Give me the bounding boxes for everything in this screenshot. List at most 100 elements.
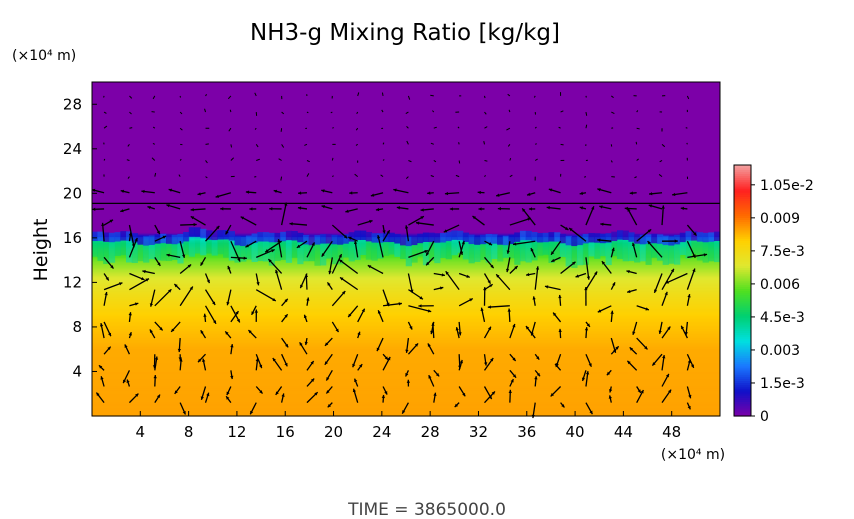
colorbar-swatch <box>734 234 751 237</box>
wind-vector <box>149 289 156 307</box>
wind-vector <box>407 95 411 100</box>
wind-vector <box>174 386 181 395</box>
wind-vector <box>306 242 316 258</box>
wind-vector <box>480 307 486 323</box>
wind-vector <box>458 241 464 255</box>
x-tick-label: 4 <box>136 423 146 441</box>
field-band <box>92 403 720 406</box>
turbulence-cell <box>228 240 235 261</box>
turbulence-cell <box>451 239 458 256</box>
wind-vector <box>254 127 257 130</box>
colorbar-swatch <box>734 246 751 250</box>
turbulence-cell <box>594 233 601 243</box>
wind-vector <box>484 126 488 129</box>
wind-vector <box>204 273 211 284</box>
field-band <box>92 289 720 292</box>
colorbar-swatch <box>734 388 751 392</box>
field-band <box>92 150 720 153</box>
field-band <box>92 378 720 381</box>
wind-vector <box>120 189 130 194</box>
wind-vector <box>230 370 234 380</box>
field-band <box>92 197 720 200</box>
colorbar-swatch <box>734 261 751 264</box>
wind-vector <box>306 297 310 306</box>
colorbar-swatch <box>734 173 751 177</box>
field-band <box>92 340 720 343</box>
turbulence-cell <box>571 236 578 247</box>
colorbar-swatch <box>734 177 751 181</box>
turbulence-cell <box>360 240 367 256</box>
turbulence-cell <box>565 245 572 267</box>
wind-vector <box>122 370 131 384</box>
turbulence-cell <box>457 230 464 241</box>
field-band <box>92 95 720 98</box>
field-band <box>92 146 720 149</box>
colorbar-swatch <box>734 342 751 346</box>
wind-vector <box>202 358 207 371</box>
wind-vector <box>321 240 333 258</box>
colorbar: 0 1.5e-3 0.003 4.5e-3 0.006 7.5e-3 0.009 1.05e-… <box>733 164 814 425</box>
field-band <box>92 200 720 203</box>
wind-vector <box>495 192 511 197</box>
x-tick-label: 20 <box>324 423 343 441</box>
wind-vector <box>353 240 359 258</box>
wind-vector <box>509 157 512 161</box>
wind-vector <box>687 253 708 258</box>
wind-vector <box>433 272 446 277</box>
field-band <box>92 402 720 405</box>
wind-vector <box>585 371 590 387</box>
turbulence-cell <box>714 241 721 263</box>
wind-vector <box>534 376 538 387</box>
wind-vector <box>484 160 488 162</box>
plot-frame <box>91 81 721 417</box>
colorbar-swatch <box>734 250 751 254</box>
wind-vector <box>560 261 576 275</box>
turbulence-cell <box>479 244 487 260</box>
turbulence-cell <box>183 241 190 255</box>
field-band <box>92 367 720 370</box>
wind-vector <box>281 337 289 348</box>
wind-vector <box>408 215 425 226</box>
colorbar-label: 1.5e-3 <box>760 376 805 392</box>
turbulence-cell <box>274 232 281 243</box>
colorbar-swatch <box>734 307 751 310</box>
field-band <box>92 379 720 382</box>
wind-vector <box>585 124 588 129</box>
turbulence-cell <box>394 243 401 257</box>
turbulence-cell <box>525 240 532 263</box>
colorbar-swatch <box>734 273 751 277</box>
wind-vector <box>560 143 564 146</box>
wind-vector <box>382 229 391 242</box>
wind-vector <box>226 289 232 306</box>
field-band <box>92 335 720 338</box>
wind-vector <box>381 394 386 403</box>
wind-vector <box>686 268 696 290</box>
field-band <box>92 413 720 416</box>
turbulence-cell <box>702 242 709 263</box>
field-band <box>92 271 720 274</box>
turbulence-cell <box>217 239 224 255</box>
field-band <box>92 297 720 300</box>
wind-vector <box>129 278 150 291</box>
colorbar-swatch <box>734 217 751 220</box>
wind-vector <box>92 207 105 211</box>
wind-vector <box>649 192 663 196</box>
chart-title: NH3-g Mixing Ratio [kg/kg] <box>250 20 560 46</box>
colorbar-frame <box>733 164 752 417</box>
wind-vector <box>179 286 194 307</box>
field-band <box>92 133 720 136</box>
turbulence-cell <box>508 234 515 245</box>
turbulence-cell <box>285 230 293 241</box>
x-tick-label: 16 <box>276 423 295 441</box>
x-axis-unit: (×10⁴ m) <box>661 447 725 463</box>
wind-vector <box>653 273 663 294</box>
wind-vector <box>306 111 309 114</box>
wind-vector <box>224 330 232 339</box>
field-band <box>92 351 720 354</box>
wind-vector <box>495 273 511 291</box>
turbulence-cell <box>97 241 104 261</box>
wind-vector <box>215 192 232 198</box>
turbulence-cell <box>605 242 612 266</box>
wind-vector <box>230 305 241 323</box>
turbulence-cell <box>542 242 549 255</box>
